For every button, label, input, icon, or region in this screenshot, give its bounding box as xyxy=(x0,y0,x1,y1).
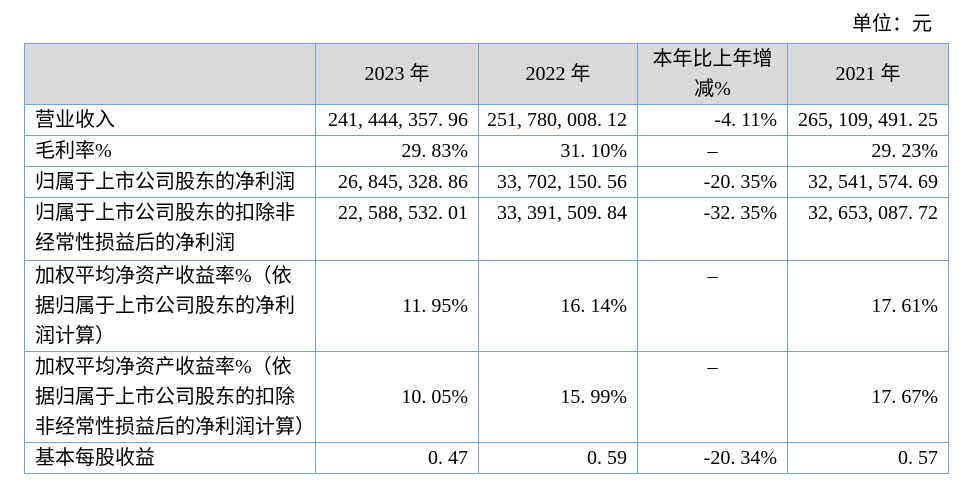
financial-summary-table: 2023 年 2022 年 本年比上年增减% 2021 年 营业收入 241, … xyxy=(24,43,949,474)
value-2021: 265, 109, 491. 25 xyxy=(787,104,949,136)
value-2023: 29. 83% xyxy=(315,135,479,167)
header-cell-yoy-change: 本年比上年增减% xyxy=(637,43,788,105)
value-2022: 15. 99% xyxy=(478,351,638,443)
value-change: -32. 35% xyxy=(637,197,788,261)
value-2021: 32, 653, 087. 72 xyxy=(787,197,949,261)
value-2023: 11. 95% xyxy=(315,260,479,352)
row-label: 基本每股收益 xyxy=(24,442,316,474)
table-header-row: 2023 年 2022 年 本年比上年增减% 2021 年 xyxy=(24,43,949,105)
value-change: – xyxy=(637,260,788,352)
value-2023: 0. 47 xyxy=(315,442,479,474)
table-row-weighted-avg-roe-excl-nonrecurring: 加权平均净资产收益率%（依据归属于上市公司股东的扣除非经常性损益后的净利润计算）… xyxy=(24,351,949,443)
header-cell-2021: 2021 年 xyxy=(787,43,949,105)
row-label: 归属于上市公司股东的扣除非经常性损益后的净利润 xyxy=(24,197,316,261)
value-2022: 16. 14% xyxy=(478,260,638,352)
table-row-net-profit-excl-nonrecurring: 归属于上市公司股东的扣除非经常性损益后的净利润 22, 588, 532. 01… xyxy=(24,197,949,261)
value-2023: 22, 588, 532. 01 xyxy=(315,197,479,261)
value-2022: 31. 10% xyxy=(478,135,638,167)
header-cell-empty xyxy=(24,43,316,105)
table-row-net-profit: 归属于上市公司股东的净利润 26, 845, 328. 86 33, 702, … xyxy=(24,166,949,198)
header-cell-2022: 2022 年 xyxy=(478,43,638,105)
value-2023: 26, 845, 328. 86 xyxy=(315,166,479,198)
value-change: – xyxy=(637,135,788,167)
value-2021: 29. 23% xyxy=(787,135,949,167)
report-page: 单位：元 2023 年 2022 年 本年比上年增减% 2021 年 营业收入 … xyxy=(24,13,949,474)
value-change: -20. 34% xyxy=(637,442,788,474)
value-2021: 0. 57 xyxy=(787,442,949,474)
row-label: 毛利率% xyxy=(24,135,316,167)
value-2021: 17. 61% xyxy=(787,260,949,352)
value-2022: 33, 702, 150. 56 xyxy=(478,166,638,198)
unit-label: 单位：元 xyxy=(852,13,932,35)
value-2022: 0. 59 xyxy=(478,442,638,474)
row-label: 加权平均净资产收益率%（依据归属于上市公司股东的净利润计算） xyxy=(24,260,316,352)
table-row-gross-margin: 毛利率% 29. 83% 31. 10% – 29. 23% xyxy=(24,135,949,167)
value-change: -20. 35% xyxy=(637,166,788,198)
value-2021: 32, 541, 574. 69 xyxy=(787,166,949,198)
value-2023: 241, 444, 357. 96 xyxy=(315,104,479,136)
value-2023: 10. 05% xyxy=(315,351,479,443)
row-label: 归属于上市公司股东的净利润 xyxy=(24,166,316,198)
table-row-basic-eps: 基本每股收益 0. 47 0. 59 -20. 34% 0. 57 xyxy=(24,442,949,474)
row-label: 加权平均净资产收益率%（依据归属于上市公司股东的扣除非经常性损益后的净利润计算） xyxy=(24,351,316,443)
value-2022: 33, 391, 509. 84 xyxy=(478,197,638,261)
value-2022: 251, 780, 008. 12 xyxy=(478,104,638,136)
value-2021: 17. 67% xyxy=(787,351,949,443)
table-row-weighted-avg-roe: 加权平均净资产收益率%（依据归属于上市公司股东的净利润计算） 11. 95% 1… xyxy=(24,260,949,352)
table-row-operating-revenue: 营业收入 241, 444, 357. 96 251, 780, 008. 12… xyxy=(24,104,949,136)
value-change: – xyxy=(637,351,788,443)
header-cell-2023: 2023 年 xyxy=(315,43,479,105)
row-label: 营业收入 xyxy=(24,104,316,136)
value-change: -4. 11% xyxy=(637,104,788,136)
